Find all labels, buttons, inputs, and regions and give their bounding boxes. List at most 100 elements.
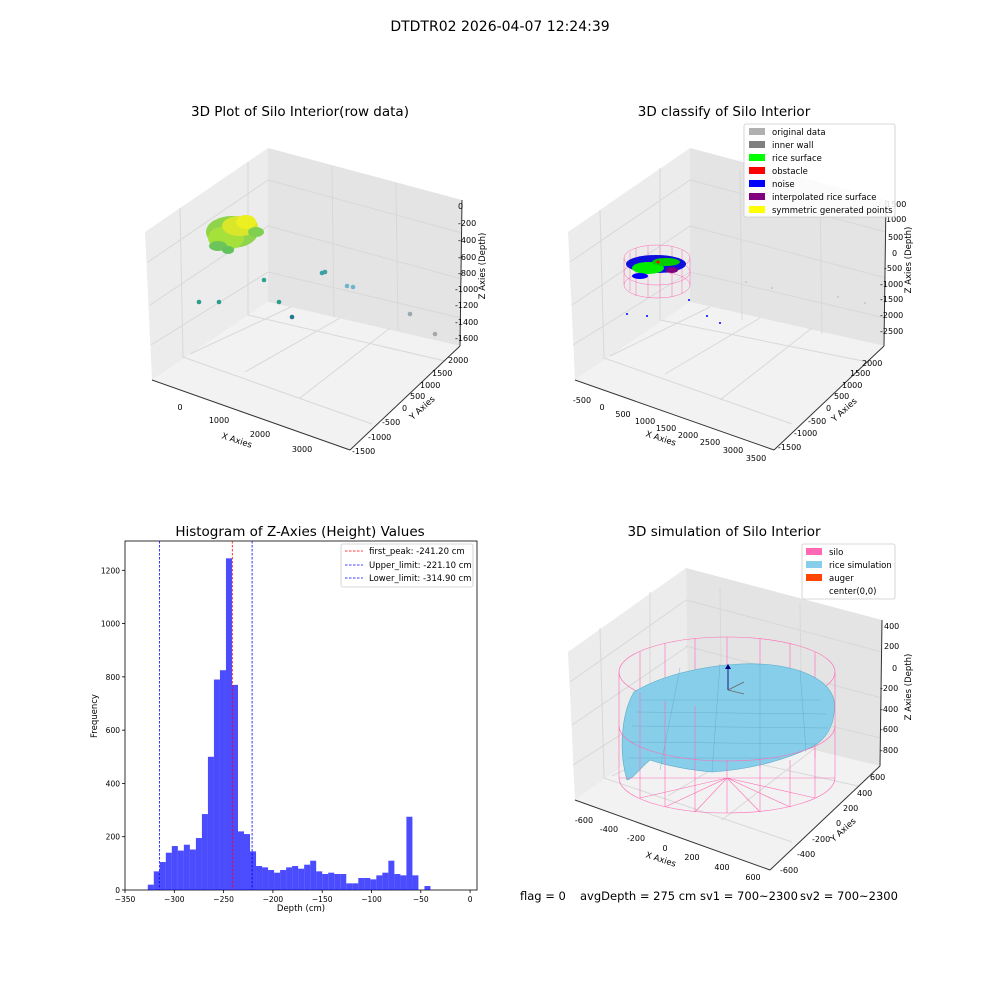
svg-text:-1000: -1000: [368, 433, 391, 442]
histogram-bar: [165, 852, 172, 890]
classify-legend-swatch-inner-wall: [749, 141, 765, 148]
simulation-x-ticks: -600 -400 -200 0 200 400 600: [575, 816, 761, 882]
svg-text:0: 0: [892, 249, 897, 258]
svg-text:-2500: -2500: [880, 327, 903, 336]
footer-sv2: sv2 = 700~2300: [800, 889, 898, 903]
svg-text:silo: silo: [829, 548, 843, 558]
histogram-bar: [147, 884, 154, 890]
svg-text:0: 0: [177, 403, 182, 412]
histogram-bar: [352, 883, 359, 890]
raw-scatter-points: [196, 269, 438, 337]
svg-text:0: 0: [458, 202, 463, 211]
footer-avg-depth: avgDepth = 275 cm: [580, 889, 696, 903]
svg-text:1500: 1500: [886, 200, 906, 209]
histogram-bar: [394, 874, 401, 890]
histogram-x-tick-label: 0: [468, 895, 473, 904]
raw-axis-lines: [151, 199, 463, 451]
simulation-z-ticks: 400 200 0 -200 -400 -600 -800: [880, 622, 899, 755]
histogram-bar: [376, 875, 383, 890]
histogram-legend: first_peak: -241.20 cm Upper_limit: -221…: [340, 543, 474, 588]
histogram-legend-lower-limit: Lower_limit: -314.90 cm: [369, 574, 471, 584]
svg-text:-200: -200: [812, 835, 830, 844]
histogram-bar: [370, 879, 377, 890]
svg-text:auger: auger: [829, 574, 854, 584]
footer-flag: flag = 0: [520, 889, 566, 903]
histogram-bar: [310, 860, 317, 890]
classify-axis-lines: [574, 199, 887, 451]
svg-text:0: 0: [892, 664, 897, 673]
classify-legend-swatch-obstacle: [749, 167, 765, 174]
svg-text:2000: 2000: [448, 356, 468, 365]
histogram-bar: [364, 878, 371, 890]
histogram-bar: [153, 871, 160, 890]
simulation-legend-swatch-silo: [806, 548, 822, 555]
svg-text:inner wall: inner wall: [772, 141, 813, 151]
histogram-bar: [213, 679, 220, 890]
svg-text:original data: original data: [772, 128, 826, 138]
histogram-bar: [189, 849, 196, 890]
svg-text:symmetric generated points: symmetric generated points: [772, 206, 893, 216]
svg-text:500: 500: [888, 233, 903, 242]
svg-text:-1400: -1400: [455, 318, 478, 327]
histogram-bar: [292, 866, 299, 890]
svg-text:500: 500: [615, 410, 630, 419]
classify-legend-swatch-original-data: [749, 128, 765, 135]
svg-text:400: 400: [857, 789, 872, 798]
simulation-legend: silo rice simulation auger center(0,0): [801, 543, 896, 600]
svg-text:-1200: -1200: [455, 301, 478, 310]
svg-text:noise: noise: [772, 180, 795, 190]
classify-panel-title: 3D classify of Silo Interior: [638, 104, 811, 120]
histogram-y-tick-label: 1200: [101, 566, 120, 575]
histogram-bars: [147, 558, 431, 890]
histogram-legend-first-peak: first_peak: -241.20 cm: [369, 547, 465, 557]
svg-text:-200: -200: [458, 219, 476, 228]
raw-3d-panel: 3D Plot of Silo Interior(row data): [145, 104, 488, 456]
histogram-x-tick-label: −350: [115, 895, 136, 904]
svg-text:2000: 2000: [678, 431, 698, 440]
histogram-bar: [201, 814, 208, 890]
histogram-bar: [286, 867, 293, 890]
histogram-bar: [406, 816, 413, 890]
svg-text:rice surface: rice surface: [772, 154, 822, 164]
svg-text:400: 400: [884, 622, 899, 631]
status-footer: flag = 0 avgDepth = 275 cm sv1 = 700~230…: [520, 889, 898, 903]
svg-text:-600: -600: [458, 253, 476, 262]
histogram-bar: [322, 874, 329, 890]
svg-text:-1600: -1600: [455, 334, 478, 343]
svg-text:1500: 1500: [850, 369, 870, 378]
histogram-bar: [250, 851, 257, 890]
classify-noise-points: [626, 281, 866, 324]
simulation-panel-title: 3D simulation of Silo Interior: [627, 524, 821, 540]
classify-point-cloud: [626, 255, 686, 279]
svg-text:-400: -400: [880, 705, 898, 714]
histogram-y-ticks: 0 200 400 600 800 1000 1200: [101, 566, 125, 895]
classify-z-axis-label: Z Axies (Depth): [904, 227, 914, 294]
classify-legend-swatch-rice-surface: [749, 154, 765, 161]
raw-gridlines: [147, 162, 463, 425]
svg-text:-200: -200: [880, 684, 898, 693]
classify-legend: original data inner wall rice surface ob…: [743, 123, 896, 218]
classify-floor-pane: [575, 302, 884, 450]
classify-3d-panel: 3D classify of Silo Interior: [568, 104, 914, 463]
raw-panel-title: 3D Plot of Silo Interior(row data): [191, 104, 409, 120]
histogram-y-axis-label: Frequency: [90, 694, 100, 738]
histogram-bar: [268, 870, 275, 890]
svg-text:400: 400: [714, 863, 729, 872]
simulation-silo-wireframe-front: [618, 692, 836, 814]
histogram-y-tick-label: 1000: [101, 620, 120, 629]
svg-text:-2000: -2000: [880, 311, 903, 320]
histogram-bar: [346, 883, 353, 890]
raw-floor-pane: [152, 302, 460, 450]
simulation-3d-panel: 3D simulation of Silo Interior: [568, 524, 914, 882]
histogram-bar: [256, 866, 263, 890]
svg-text:-800: -800: [880, 746, 898, 755]
histogram-y-tick-label: 600: [106, 726, 121, 735]
histogram-bar: [237, 831, 245, 890]
histogram-bar: [424, 886, 431, 890]
histogram-x-tick-label: −300: [164, 895, 185, 904]
classify-legend-swatch-symmetric: [749, 206, 765, 213]
simulation-rice-surface: [621, 663, 835, 781]
histogram-bar: [244, 834, 251, 890]
svg-text:1500: 1500: [432, 369, 452, 378]
